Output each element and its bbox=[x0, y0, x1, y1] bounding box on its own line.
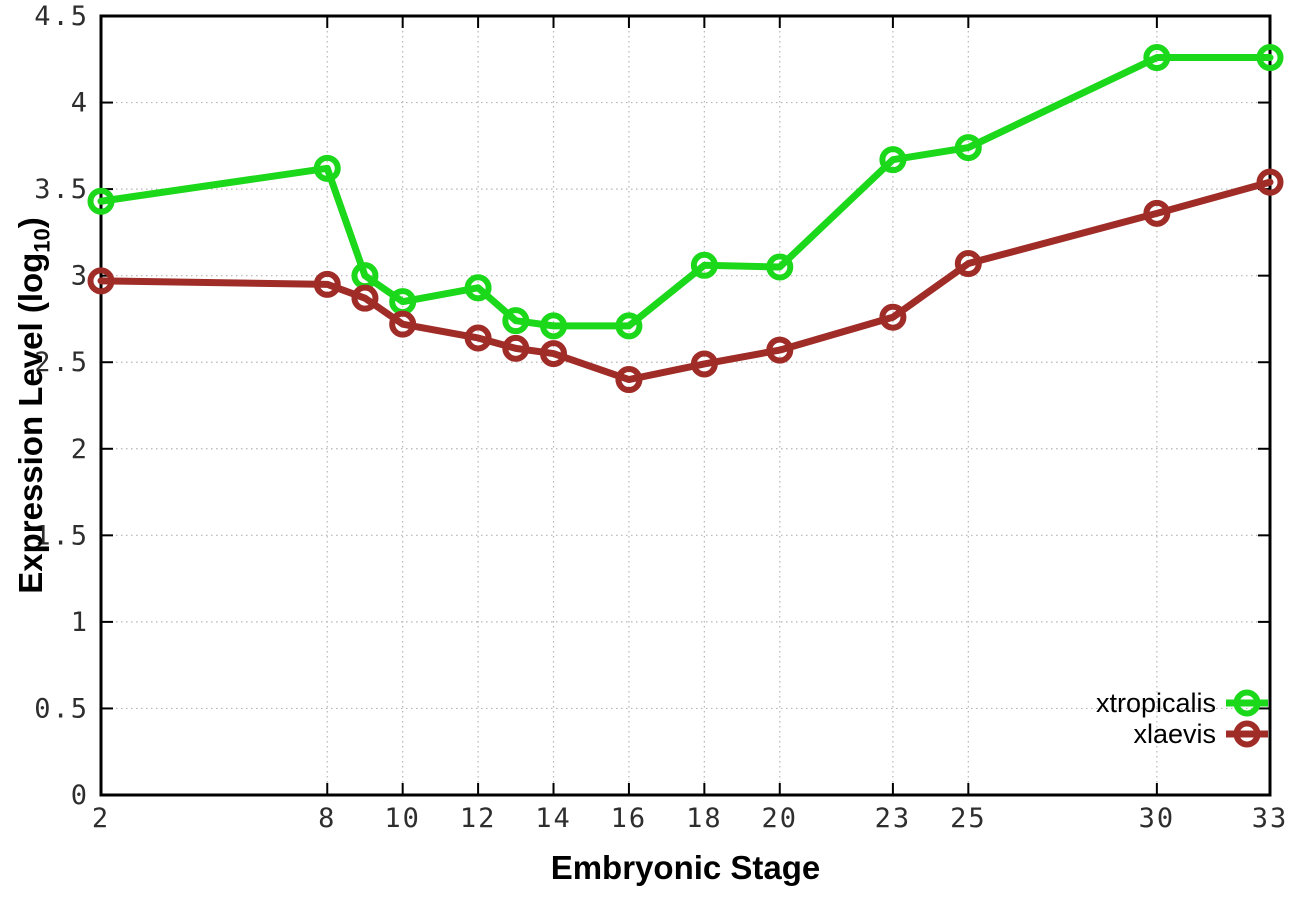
plot-border bbox=[99, 14, 1272, 797]
y-tick-label: 1 bbox=[71, 607, 89, 638]
x-tick-label: 12 bbox=[460, 803, 497, 834]
y-axis-title-suffix: ) bbox=[12, 217, 49, 229]
data-point-xlaevis bbox=[540, 340, 568, 368]
x-tick-label: 25 bbox=[950, 803, 987, 834]
x-tick-label: 23 bbox=[875, 803, 912, 834]
y-tick-label: 0 bbox=[71, 780, 89, 811]
legend-marker-xtropicalis bbox=[1233, 689, 1261, 717]
data-point-xlaevis bbox=[313, 270, 341, 298]
data-point-xlaevis bbox=[879, 303, 907, 331]
x-tick-label: 2 bbox=[92, 803, 110, 834]
y-tick-label: 4.5 bbox=[34, 1, 89, 32]
data-point-xlaevis bbox=[766, 336, 794, 364]
data-point-xtropicalis bbox=[1143, 44, 1171, 72]
x-tick-label: 30 bbox=[1139, 803, 1176, 834]
x-tick-label: 18 bbox=[686, 803, 723, 834]
data-point-xlaevis bbox=[615, 366, 643, 394]
data-point-xtropicalis bbox=[87, 187, 115, 215]
data-point-xlaevis bbox=[389, 310, 417, 338]
y-tick-label: 3.5 bbox=[34, 174, 89, 205]
data-point-xtropicalis bbox=[540, 312, 568, 340]
y-axis-title-prefix: Expression Level (log bbox=[12, 252, 49, 594]
data-point-xlaevis bbox=[464, 324, 492, 352]
data-point-xtropicalis bbox=[954, 134, 982, 162]
x-tick-label: 20 bbox=[762, 803, 799, 834]
data-point-xtropicalis bbox=[615, 312, 643, 340]
y-tick-label: 2 bbox=[71, 434, 89, 465]
x-tick-label: 8 bbox=[318, 803, 336, 834]
data-point-xlaevis bbox=[1256, 168, 1284, 196]
data-point-xtropicalis bbox=[879, 146, 907, 174]
x-tick-label: 16 bbox=[611, 803, 648, 834]
y-axis-title: Expression Level (log10) bbox=[12, 16, 55, 795]
data-point-xtropicalis bbox=[502, 307, 530, 335]
y-tick-label: 0.5 bbox=[34, 693, 89, 724]
data-point-xtropicalis bbox=[766, 253, 794, 281]
y-tick-label: 3 bbox=[71, 261, 89, 292]
data-point-xlaevis bbox=[954, 250, 982, 278]
data-point-xtropicalis bbox=[690, 251, 718, 279]
x-tick-label: 33 bbox=[1252, 803, 1289, 834]
data-point-xlaevis bbox=[690, 350, 718, 378]
data-point-xlaevis bbox=[502, 334, 530, 362]
data-point-xtropicalis bbox=[1256, 44, 1284, 72]
y-tick-label: 1.5 bbox=[34, 520, 89, 551]
data-point-xlaevis bbox=[351, 284, 379, 312]
data-point-xlaevis bbox=[1143, 199, 1171, 227]
data-point-xlaevis bbox=[87, 267, 115, 295]
legend-label-xtropicalis: xtropicalis bbox=[1096, 688, 1216, 718]
legend-marker-xlaevis bbox=[1233, 720, 1261, 748]
y-tick-label: 2.5 bbox=[34, 347, 89, 378]
data-point-xtropicalis bbox=[464, 274, 492, 302]
x-tick-label: 10 bbox=[384, 803, 421, 834]
data-point-xtropicalis bbox=[313, 154, 341, 182]
y-tick-label: 4 bbox=[71, 88, 89, 119]
legend-label-xlaevis: xlaevis bbox=[1133, 719, 1216, 749]
x-axis-title: Embryonic Stage bbox=[550, 849, 821, 886]
y-axis-title-subscript: 10 bbox=[29, 228, 55, 253]
x-tick-label: 14 bbox=[535, 803, 572, 834]
